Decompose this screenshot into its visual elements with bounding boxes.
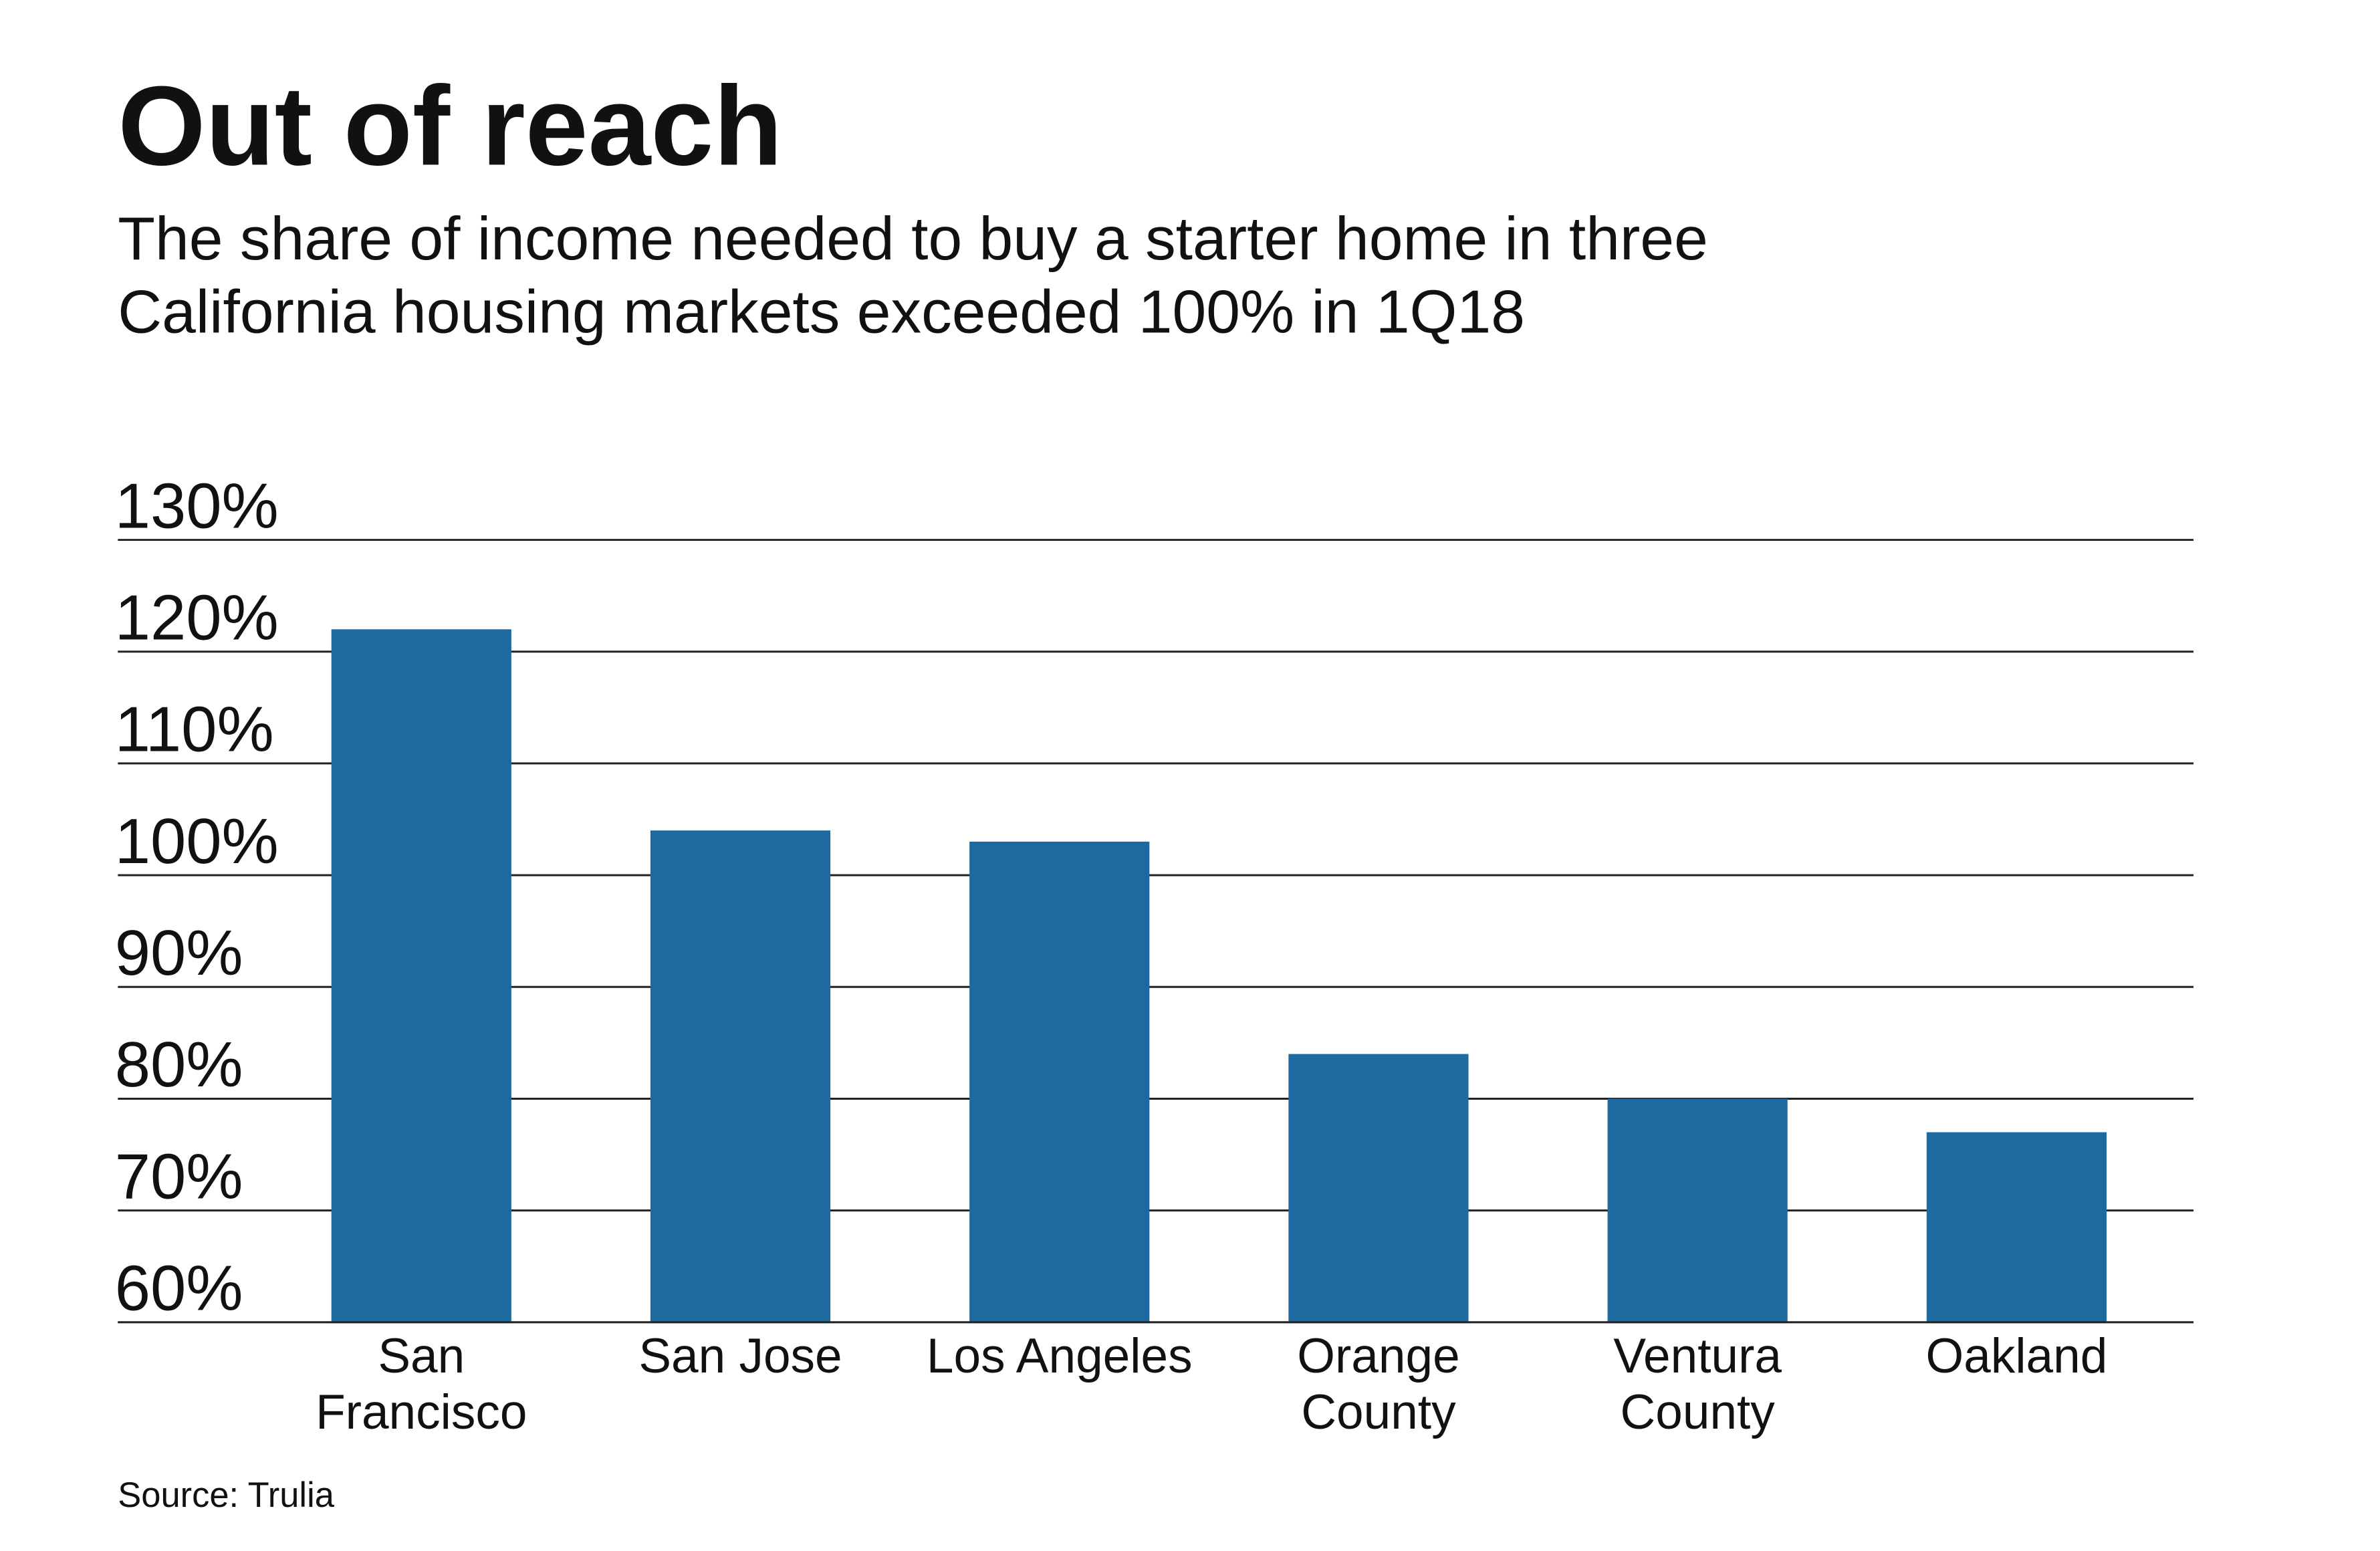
y-tick-label: 70% — [115, 1141, 243, 1212]
y-tick-label: 90% — [115, 917, 243, 989]
y-tick-label: 130% — [115, 470, 279, 542]
chart-title: Out of reach — [118, 62, 782, 189]
bar — [331, 629, 511, 1322]
bar — [1288, 1054, 1469, 1322]
x-tick-label: Oakland — [1925, 1329, 2107, 1383]
x-tick-label: Ventura County — [1613, 1329, 1782, 1439]
bar — [1926, 1132, 2107, 1322]
source-note: Source: Trulia — [118, 1476, 334, 1515]
bar — [650, 830, 831, 1322]
x-tick-label: San Jose — [638, 1329, 842, 1383]
x-tick-label: Los Angeles — [927, 1329, 1193, 1383]
bar — [969, 841, 1150, 1322]
bar — [1607, 1098, 1788, 1322]
x-tick-label: San Francisco — [316, 1329, 527, 1439]
y-tick-label: 80% — [115, 1029, 243, 1100]
y-tick-label: 110% — [115, 694, 274, 765]
x-tick-label: Orange County — [1297, 1329, 1459, 1439]
y-tick-label: 120% — [115, 582, 279, 653]
y-tick-label: 100% — [115, 806, 279, 877]
y-tick-label: 60% — [115, 1253, 243, 1324]
chart-subtitle: The share of income needed to buy a star… — [118, 205, 1708, 346]
